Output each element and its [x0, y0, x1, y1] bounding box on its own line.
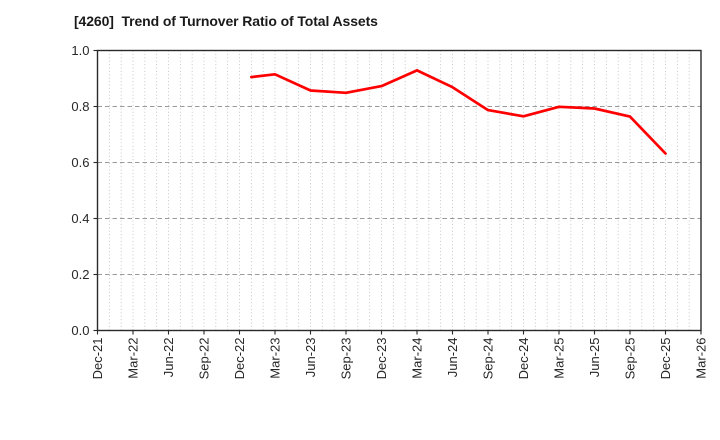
x-tick-label: Dec-22 — [232, 338, 247, 380]
x-tick-label: Jun-24 — [445, 338, 460, 378]
x-tick-label: Mar-23 — [268, 338, 283, 379]
y-tick-label: 0.4 — [71, 211, 89, 226]
x-tick-label: Mar-25 — [552, 338, 567, 379]
x-tick-label: Sep-25 — [623, 338, 638, 380]
y-tick-label: 0.8 — [71, 99, 89, 114]
x-tick-label: Mar-24 — [410, 338, 425, 379]
x-tick-label: Mar-22 — [126, 338, 141, 379]
y-tick-label: 1.0 — [71, 43, 89, 58]
plot-border — [96, 49, 702, 332]
x-tick-label: Jun-23 — [303, 338, 318, 378]
y-tick-label: 0.0 — [71, 323, 89, 338]
x-tick-label: Dec-24 — [516, 338, 531, 380]
x-tick-label: Dec-23 — [374, 338, 389, 380]
x-tick-label: Dec-21 — [90, 338, 105, 380]
x-tick-label: Mar-26 — [694, 338, 709, 379]
x-tick-label: Dec-25 — [658, 338, 673, 380]
data-line — [249, 69, 667, 155]
x-tick-label: Jun-25 — [587, 338, 602, 378]
x-tick-label: Jun-22 — [161, 338, 176, 378]
x-tick-label: Sep-22 — [197, 338, 212, 380]
x-tick-label: Sep-24 — [481, 338, 496, 380]
x-tick-label: Sep-23 — [339, 338, 354, 380]
chart-title: [4260] Trend of Turnover Ratio of Total … — [74, 13, 378, 29]
y-tick-label: 0.2 — [71, 267, 89, 282]
y-tick-label: 0.6 — [71, 155, 89, 170]
